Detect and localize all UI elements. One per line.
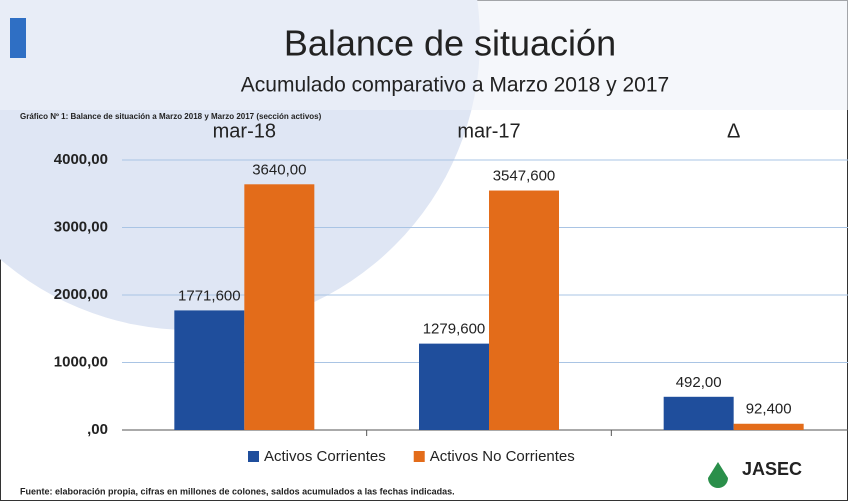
y-tick-label: 2000,00 — [54, 286, 108, 303]
legend-label: Activos Corrientes — [264, 448, 386, 465]
legend-swatch — [413, 451, 425, 462]
value-label: 1279,600 — [423, 321, 486, 338]
chart-subtitle: Acumulado comparativo a Marzo 2018 y 201… — [241, 74, 669, 97]
chart-caption: Gráfico Nº 1: Balance de situación a Mar… — [20, 112, 322, 121]
bar — [419, 343, 489, 430]
logo-icon — [708, 462, 728, 488]
logo: JASEC — [742, 459, 802, 479]
value-label: 92,400 — [746, 401, 792, 418]
bar — [244, 184, 315, 430]
source-note: Fuente: elaboración propia, cifras en mi… — [20, 486, 455, 496]
value-label: 3547,600 — [493, 168, 556, 185]
y-tick-label: 1000,00 — [54, 353, 108, 370]
value-label: 492,00 — [676, 374, 722, 391]
y-tick-label: 4000,00 — [54, 151, 108, 168]
value-label: 1771,600 — [178, 287, 241, 304]
legend-swatch — [248, 451, 259, 462]
x-tick-label: mar-18 — [213, 120, 276, 142]
value-label: 3640,00 — [252, 161, 306, 178]
bar — [174, 310, 245, 430]
bar — [663, 396, 734, 430]
x-tick-label: Δ — [727, 120, 740, 142]
y-tick-label: ,00 — [87, 421, 108, 438]
bar — [489, 190, 559, 430]
bar — [733, 423, 804, 430]
legend-label: Activos No Corrientes — [430, 448, 575, 465]
y-tick-label: 3000,00 — [54, 218, 108, 235]
chart-title: Balance de situación — [284, 23, 616, 64]
x-tick-label: mar-17 — [457, 120, 520, 142]
header-band — [0, 0, 848, 110]
accent — [10, 18, 26, 58]
